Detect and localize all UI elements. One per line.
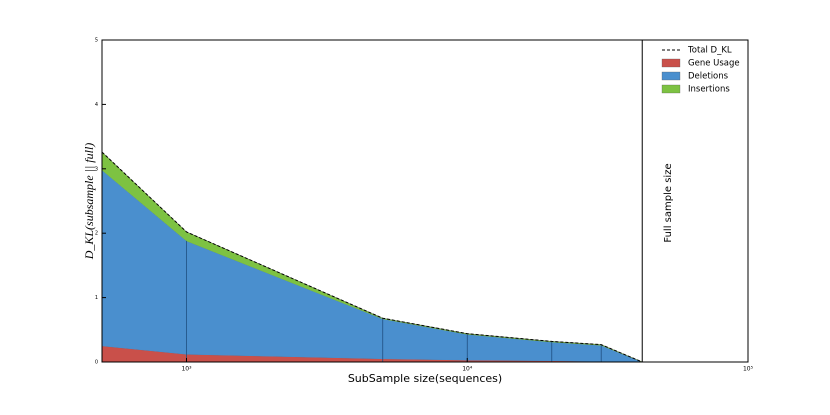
plot-frame xyxy=(101,39,749,363)
x-tick-label: 10⁴ xyxy=(462,366,473,373)
y-tick-label: 5 xyxy=(95,38,98,44)
total-line xyxy=(101,151,643,363)
legend-label: Total D_KL xyxy=(687,46,732,56)
legend-key xyxy=(661,58,681,68)
x-axis-label: SubSample size(sequences) xyxy=(348,372,502,385)
legend-label: Insertions xyxy=(688,85,730,95)
y-tick-label: 2 xyxy=(95,231,98,237)
annotation-text: Full sample size xyxy=(663,163,674,242)
legend-key xyxy=(661,71,681,81)
legend-key xyxy=(661,84,681,94)
y-tick-label: 1 xyxy=(95,295,98,301)
area xyxy=(101,169,643,363)
y-tick-label: 4 xyxy=(95,102,98,108)
legend-label: Gene Usage xyxy=(688,59,740,69)
y-axis-label: D_KL(subsample || full) xyxy=(82,143,96,261)
x-tick-label: 10⁵ xyxy=(743,366,754,373)
x-tick-label: 10³ xyxy=(181,366,192,373)
legend-label: Deletions xyxy=(688,72,729,82)
y-tick-label: 0 xyxy=(95,360,98,366)
y-tick-label: 3 xyxy=(95,166,98,172)
